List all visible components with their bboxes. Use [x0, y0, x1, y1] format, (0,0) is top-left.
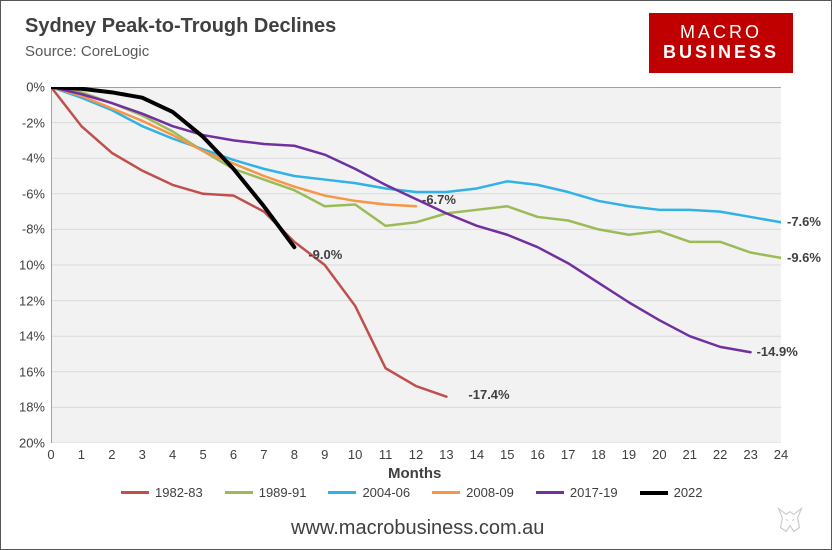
series-end-label: -14.9% [757, 344, 798, 359]
watermark-url: www.macrobusiness.com.au [291, 517, 544, 540]
legend-label: 1989-91 [259, 485, 307, 500]
x-tick: 15 [500, 447, 514, 462]
y-tick: -2% [11, 115, 45, 130]
x-axis-title: Months [388, 465, 441, 482]
y-tick: -6% [11, 186, 45, 201]
x-tick: 9 [321, 447, 328, 462]
y-tick: -4% [11, 151, 45, 166]
legend-label: 2008-09 [466, 485, 514, 500]
x-tick: 22 [713, 447, 727, 462]
x-tick: 4 [169, 447, 176, 462]
legend-item: 1989-91 [225, 485, 307, 500]
macrobusiness-logo: MACRO BUSINESS [649, 13, 793, 73]
legend: 1982-83 1989-91 2004-06 2008-09 2017-19 2022 [121, 485, 703, 500]
legend-swatch [328, 491, 356, 494]
x-tick: 1 [78, 447, 85, 462]
y-tick: 14% [11, 329, 45, 344]
legend-item: 1982-83 [121, 485, 203, 500]
x-tick: 3 [139, 447, 146, 462]
logo-line1: MACRO [663, 23, 779, 43]
x-tick: 7 [260, 447, 267, 462]
legend-item: 2004-06 [328, 485, 410, 500]
chart-subtitle: Source: CoreLogic [25, 43, 149, 60]
x-tick: 16 [530, 447, 544, 462]
logo-line2: BUSINESS [663, 43, 779, 63]
chart-frame: { "title": {"text":"Sydney Peak-to-Troug… [0, 0, 832, 550]
chart-title: Sydney Peak-to-Trough Declines [25, 15, 336, 38]
y-tick: 16% [11, 364, 45, 379]
plot-area [51, 87, 781, 443]
legend-label: 2017-19 [570, 485, 618, 500]
legend-label: 2022 [674, 485, 703, 500]
legend-item: 2008-09 [432, 485, 514, 500]
legend-label: 1982-83 [155, 485, 203, 500]
x-tick: 19 [622, 447, 636, 462]
series-end-label: -9.6% [787, 250, 821, 265]
x-tick: 8 [291, 447, 298, 462]
x-tick: 13 [439, 447, 453, 462]
x-tick: 6 [230, 447, 237, 462]
y-tick: 0% [11, 80, 45, 95]
x-tick: 12 [409, 447, 423, 462]
x-tick: 5 [199, 447, 206, 462]
legend-swatch [640, 491, 668, 495]
x-tick: 23 [743, 447, 757, 462]
legend-label: 2004-06 [362, 485, 410, 500]
x-tick: 20 [652, 447, 666, 462]
series-end-label: -6.7% [422, 192, 456, 207]
x-tick: 24 [774, 447, 788, 462]
legend-item: 2022 [640, 485, 703, 500]
series-end-label: -9.0% [308, 247, 342, 262]
x-tick: 21 [683, 447, 697, 462]
x-tick: 2 [108, 447, 115, 462]
legend-swatch [121, 491, 149, 494]
y-tick: 10% [11, 258, 45, 273]
y-tick: 20% [11, 436, 45, 451]
wolf-icon [771, 501, 809, 539]
legend-swatch [536, 491, 564, 494]
y-tick: 18% [11, 400, 45, 415]
series-end-label: -17.4% [468, 387, 509, 402]
legend-item: 2017-19 [536, 485, 618, 500]
x-tick: 10 [348, 447, 362, 462]
x-tick: 11 [379, 447, 393, 462]
x-tick: 17 [561, 447, 575, 462]
x-tick: 18 [591, 447, 605, 462]
x-tick: 0 [47, 447, 54, 462]
series-end-label: -7.6% [787, 214, 821, 229]
y-tick: -8% [11, 222, 45, 237]
y-tick: 12% [11, 293, 45, 308]
legend-swatch [432, 491, 460, 494]
x-tick: 14 [470, 447, 484, 462]
legend-swatch [225, 491, 253, 494]
